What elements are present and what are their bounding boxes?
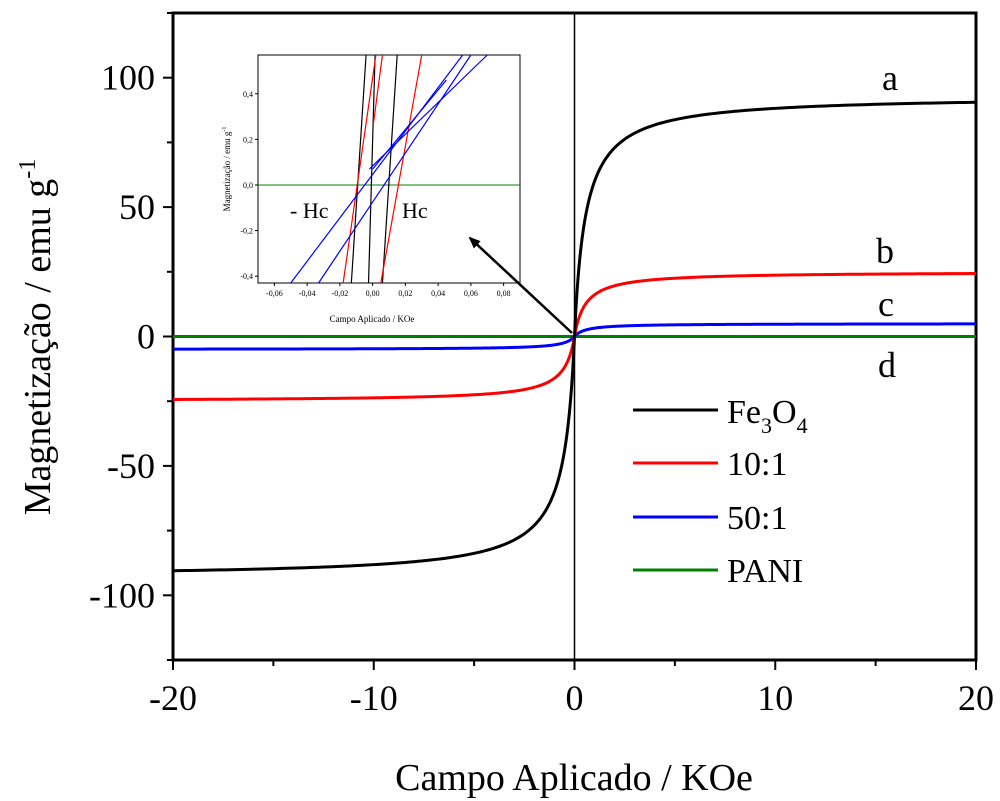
y-tick-label: 0: [137, 317, 155, 357]
inset-x-tick-label: 0,04: [431, 289, 445, 298]
inset-ticks: -0,06 -0,04 -0,02 0,00 0,02 0,04 0,06 0,08 -0,4 -…: [240, 90, 510, 298]
inset-y-tick-label: 0,2: [243, 135, 253, 144]
inset-x-tick-label: -0,06: [266, 289, 283, 298]
legend-label-50-1: 50:1: [727, 500, 787, 537]
inset-hysteresis-branch: [342, 54, 377, 284]
inset-x-tick-label: 0,08: [497, 289, 511, 298]
curve-letter-c: c: [878, 284, 894, 324]
y-tick-label: -100: [89, 575, 155, 615]
curve-letter-a: a: [882, 58, 898, 98]
inset-y-tick-label: 0,4: [243, 90, 253, 99]
inset-hysteresis-branch: [372, 79, 447, 170]
legend-label-10-1: 10:1: [727, 446, 787, 483]
inset-hysteresis-branch: [367, 54, 376, 284]
inset-x-tick-label: -0,04: [299, 289, 316, 298]
y-tick-label: 50: [119, 187, 155, 227]
curve-letter-b: b: [876, 231, 894, 271]
inset-label-minus-hc: - Hc: [290, 198, 329, 223]
x-tick-label: -20: [149, 678, 197, 718]
legend-label-fe3o4: Fe3O4: [727, 394, 808, 438]
y-tick-label: 100: [101, 58, 155, 98]
inset-y-axis-title: Magnetização / emu g-1: [222, 127, 232, 212]
inset-y-tick-label: 0,0: [243, 181, 253, 190]
inset-frame: [257, 54, 521, 284]
inset-arrow: [468, 236, 573, 334]
x-tick-label: -10: [350, 678, 398, 718]
inset-hysteresis-branch: [318, 54, 472, 284]
inset-x-tick-label: 0,00: [366, 289, 380, 298]
x-tick-label: 20: [958, 678, 994, 718]
curve-letter-d: d: [878, 345, 896, 385]
legend: Fe3O4 10:1 50:1 PANI: [633, 394, 808, 590]
inset-x-axis-title: Campo Aplicado / KOe: [330, 314, 415, 324]
inset-hysteresis-branch: [372, 54, 384, 124]
inset-hysteresis-branch: [380, 54, 423, 284]
x-tick-label: 10: [757, 678, 793, 718]
legend-label-pani: PANI: [727, 553, 803, 590]
inset-hysteresis-branch: [290, 54, 464, 284]
x-tick-label: 0: [566, 678, 584, 718]
inset-hysteresis-branch: [381, 54, 398, 284]
inset-plot: -0,06 -0,04 -0,02 0,00 0,02 0,04 0,06 0,08 -0,4 -…: [206, 42, 522, 324]
y-axis-title: Magnetização / emu g-1: [15, 159, 59, 516]
inset-x-tick-label: -0,02: [332, 289, 349, 298]
inset-y-tick-label: -0,4: [240, 272, 253, 281]
inset-label-hc: Hc: [402, 198, 428, 223]
inset-y-tick-label: -0,2: [240, 227, 253, 236]
inset-lines: [258, 54, 520, 284]
inset-x-tick-label: 0,06: [464, 289, 478, 298]
inset-x-tick-label: 0,02: [398, 289, 412, 298]
y-tick-label: -50: [107, 446, 155, 486]
inset-hysteresis-branch: [350, 54, 367, 284]
x-axis-title: Campo Aplicado / KOe: [395, 757, 753, 799]
